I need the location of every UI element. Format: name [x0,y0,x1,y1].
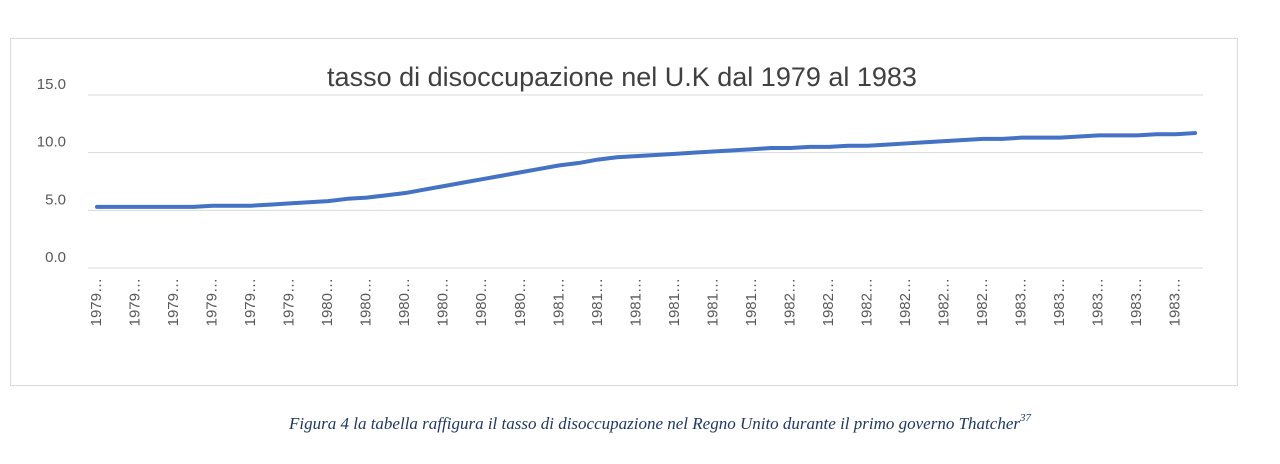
x-tick-label: 1983… [1167,278,1184,326]
y-tick-label: 5.0 [45,191,66,208]
y-tick-label: 0.0 [45,249,66,266]
x-tick-label: 1980… [358,278,375,326]
chart-frame [10,38,1238,386]
x-tick-label: 1982… [781,278,798,326]
y-tick-label: 15.0 [37,76,66,93]
x-tick-label: 1981… [550,278,567,326]
x-tick-label: 1982… [936,278,953,326]
x-tick-label: 1981… [627,278,644,326]
x-tick-label: 1981… [666,278,683,326]
x-tick-label: 1983… [1090,278,1107,326]
x-tick-label: 1980… [319,278,336,326]
x-tick-label: 1982… [820,278,837,326]
x-tick-label: 1979… [126,278,143,326]
x-tick-label: 1980… [473,278,490,326]
x-tick-label: 1979… [242,278,259,326]
x-tick-label: 1983… [1128,278,1145,326]
x-tick-label: 1980… [512,278,529,326]
x-tick-label: 1981… [704,278,721,326]
x-tick-label: 1980… [435,278,452,326]
series-line [95,131,1197,209]
x-tick-label: 1983… [1013,278,1030,326]
x-tick-label: 1982… [974,278,991,326]
x-tick-label: 1979… [281,278,298,326]
y-tick-label: 10.0 [37,134,66,151]
x-tick-label: 1982… [858,278,875,326]
x-tick-label: 1983… [1051,278,1068,326]
x-tick-label: 1979… [88,278,105,326]
caption-text: Figura 4 la tabella raffigura il tasso d… [288,414,1020,433]
caption: Figura 4 la tabella raffigura il tasso d… [288,412,1031,433]
x-tick-label: 1982… [897,278,914,326]
caption-note: 37 [1019,412,1032,424]
x-tick-label: 1981… [743,278,760,326]
x-tick-label: 1981… [589,278,606,326]
chart-title: tasso di disoccupazione nel U.K dal 1979… [327,62,917,92]
x-tick-label: 1979… [204,278,221,326]
x-tick-label: 1979… [165,278,182,326]
x-tick-label: 1980… [396,278,413,326]
